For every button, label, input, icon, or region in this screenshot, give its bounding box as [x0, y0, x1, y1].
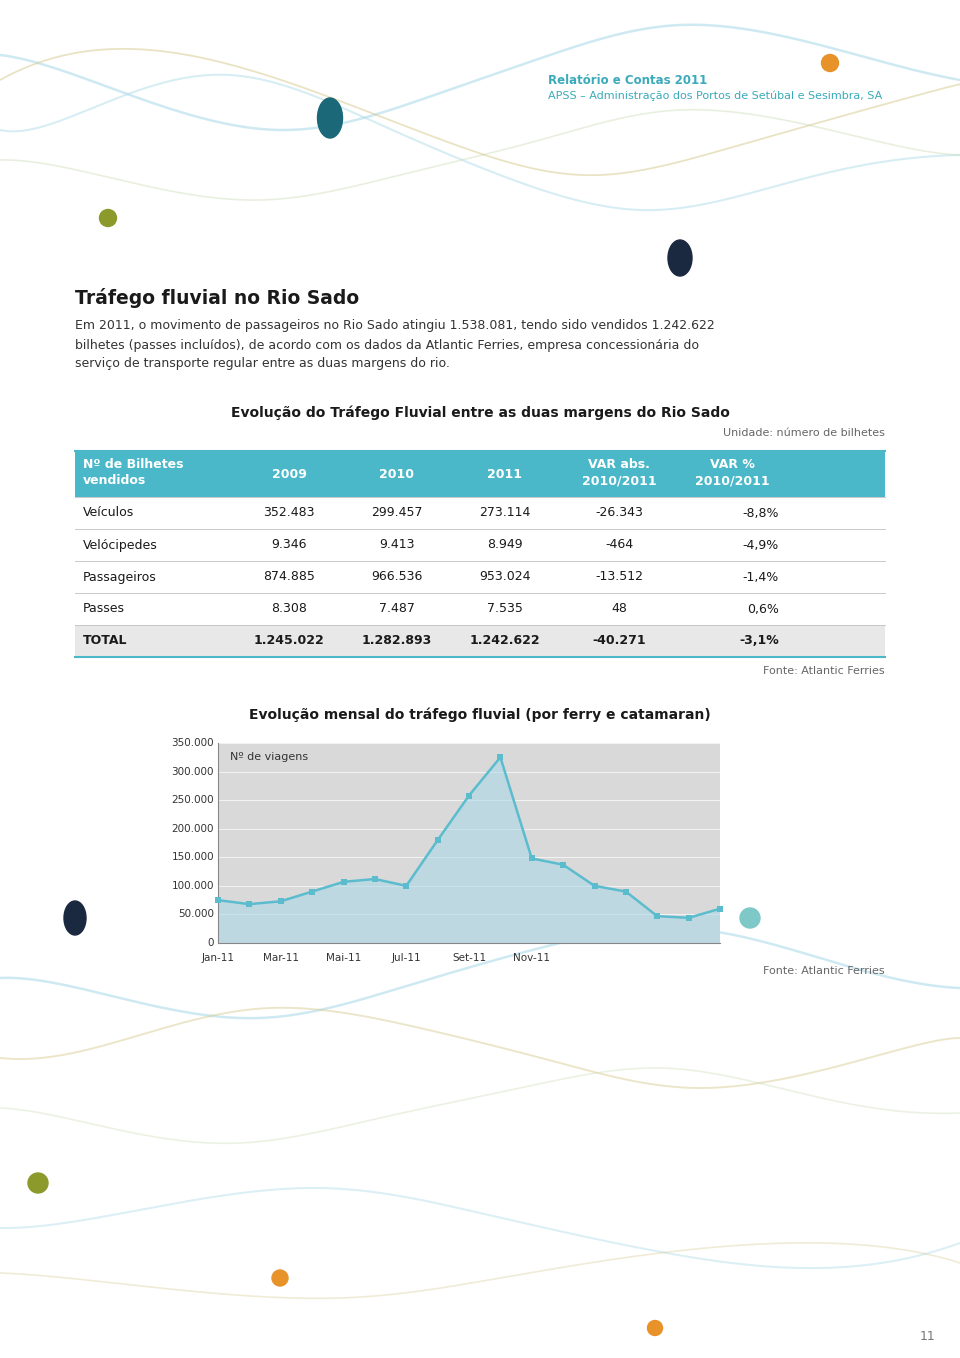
Text: Unidade: número de bilhetes: Unidade: número de bilhetes	[723, 428, 885, 439]
Bar	[218, 743, 720, 942]
Ellipse shape	[272, 1270, 288, 1286]
Text: 874.885: 874.885	[263, 570, 315, 584]
Text: -464: -464	[605, 539, 633, 551]
Text: 953.024: 953.024	[479, 570, 531, 584]
Text: 9.346: 9.346	[272, 539, 307, 551]
Text: -1,4%: -1,4%	[743, 570, 779, 584]
Text: 352.483: 352.483	[263, 507, 315, 520]
Bar	[75, 497, 885, 530]
Text: vendidos: vendidos	[83, 474, 146, 488]
Text: Jan-11: Jan-11	[202, 953, 234, 963]
Text: Fonte: Atlantic Ferries: Fonte: Atlantic Ferries	[763, 665, 885, 676]
Ellipse shape	[64, 900, 86, 936]
Ellipse shape	[822, 54, 838, 72]
Text: 7.487: 7.487	[379, 603, 415, 615]
Text: Nº de viagens: Nº de viagens	[230, 752, 308, 762]
Text: -13.512: -13.512	[595, 570, 643, 584]
Text: 200.000: 200.000	[172, 824, 214, 834]
Text: Jul-11: Jul-11	[392, 953, 421, 963]
Text: 350.000: 350.000	[172, 737, 214, 748]
Ellipse shape	[740, 909, 760, 928]
Text: 2010/2011: 2010/2011	[695, 474, 769, 488]
Ellipse shape	[28, 1173, 48, 1192]
Text: -26.343: -26.343	[595, 507, 643, 520]
Text: serviço de transporte regular entre as duas margens do rio.: serviço de transporte regular entre as d…	[75, 357, 450, 371]
Text: Tráfego fluvial no Rio Sado: Tráfego fluvial no Rio Sado	[75, 288, 359, 308]
Text: Nov-11: Nov-11	[514, 953, 550, 963]
Polygon shape	[218, 758, 720, 942]
Text: 7.535: 7.535	[487, 603, 523, 615]
Text: Evolução mensal do tráfego fluvial (por ferry e catamaran): Evolução mensal do tráfego fluvial (por …	[250, 708, 710, 722]
Text: TOTAL: TOTAL	[83, 634, 128, 648]
Text: APSS – Administração dos Portos de Setúbal e Sesimbra, SA: APSS – Administração dos Portos de Setúb…	[548, 91, 882, 102]
Text: 250.000: 250.000	[172, 796, 214, 805]
Text: 1.282.893: 1.282.893	[362, 634, 432, 648]
Text: 150.000: 150.000	[172, 853, 214, 862]
Text: 0: 0	[207, 938, 214, 948]
Text: Mai-11: Mai-11	[325, 953, 361, 963]
Ellipse shape	[100, 209, 116, 227]
Text: 273.114: 273.114	[479, 507, 531, 520]
Text: Nº de Bilhetes: Nº de Bilhetes	[83, 459, 183, 471]
Text: 300.000: 300.000	[172, 766, 214, 777]
Text: 50.000: 50.000	[178, 910, 214, 919]
Text: Set-11: Set-11	[452, 953, 486, 963]
Text: 8.949: 8.949	[487, 539, 523, 551]
Text: 2010/2011: 2010/2011	[582, 474, 657, 488]
Bar	[75, 561, 885, 593]
Bar	[75, 593, 885, 625]
Ellipse shape	[318, 98, 343, 139]
Text: -4,9%: -4,9%	[743, 539, 779, 551]
Text: 2010: 2010	[379, 467, 415, 481]
Text: 0,6%: 0,6%	[747, 603, 779, 615]
Text: Fonte: Atlantic Ferries: Fonte: Atlantic Ferries	[763, 966, 885, 976]
Text: 100.000: 100.000	[172, 881, 214, 891]
Text: Relatório e Contas 2011: Relatório e Contas 2011	[548, 73, 708, 87]
Text: 1.245.022: 1.245.022	[253, 634, 324, 648]
Text: VAR %: VAR %	[709, 459, 755, 471]
Text: 48: 48	[612, 603, 627, 615]
Ellipse shape	[647, 1320, 662, 1335]
Bar	[75, 625, 885, 657]
Text: Evolução do Tráfego Fluvial entre as duas margens do Rio Sado: Evolução do Tráfego Fluvial entre as dua…	[230, 406, 730, 420]
Ellipse shape	[668, 240, 692, 276]
Text: Passageiros: Passageiros	[83, 570, 156, 584]
Text: bilhetes (passes incluídos), de acordo com os dados da Atlantic Ferries, empresa: bilhetes (passes incluídos), de acordo c…	[75, 338, 699, 352]
Text: 9.413: 9.413	[379, 539, 415, 551]
Bar	[75, 451, 885, 497]
Text: -3,1%: -3,1%	[739, 634, 779, 648]
Text: Veículos: Veículos	[83, 507, 134, 520]
Text: 1.242.622: 1.242.622	[469, 634, 540, 648]
Text: 966.536: 966.536	[372, 570, 422, 584]
Text: 8.308: 8.308	[271, 603, 307, 615]
Text: Mar-11: Mar-11	[263, 953, 299, 963]
Text: 11: 11	[920, 1329, 936, 1343]
Text: 299.457: 299.457	[372, 507, 422, 520]
Text: Em 2011, o movimento de passageiros no Rio Sado atingiu 1.538.081, tendo sido ve: Em 2011, o movimento de passageiros no R…	[75, 319, 715, 333]
Text: VAR abs.: VAR abs.	[588, 459, 650, 471]
Text: Passes: Passes	[83, 603, 125, 615]
Text: -40.271: -40.271	[592, 634, 646, 648]
Text: Velócipedes: Velócipedes	[83, 539, 157, 551]
Text: 2009: 2009	[272, 467, 306, 481]
Text: 2011: 2011	[488, 467, 522, 481]
Bar	[75, 530, 885, 561]
Text: -8,8%: -8,8%	[742, 507, 779, 520]
